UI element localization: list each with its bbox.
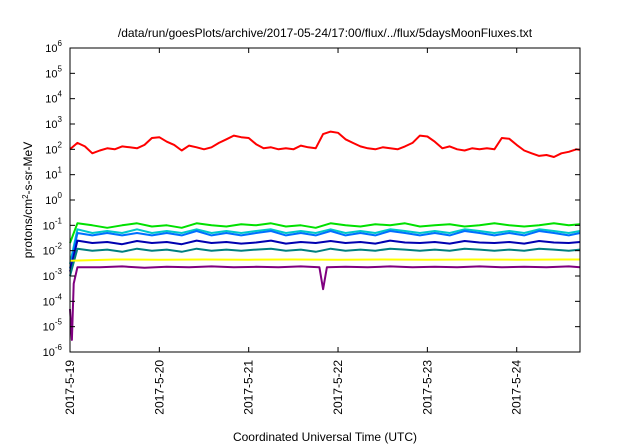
x-tick-label: 2017-5-19 <box>63 360 77 415</box>
y-tick-label: 101 <box>45 166 62 182</box>
y-tick-label: 10-4 <box>43 292 63 308</box>
y-tick-label: 103 <box>45 115 62 131</box>
y-axis-label-prefix: protons/cm <box>21 199 35 258</box>
y-tick-label: 10-1 <box>43 216 63 232</box>
x-tick-label: 2017-5-20 <box>152 360 166 415</box>
y-axis-label-sup: 2 <box>21 194 30 199</box>
series-layer <box>69 130 581 341</box>
chart-title: /data/run/goesPlots/archive/2017-05-24/1… <box>118 26 533 40</box>
x-axis: 2017-5-19 2017-5-20 2017-5-21 2017-5-22 2017… <box>63 48 524 415</box>
series-line-5 <box>69 239 581 272</box>
y-tick-label: 10-3 <box>43 267 63 283</box>
series-line-4 <box>69 230 581 269</box>
series-line-7 <box>69 258 580 262</box>
y-tick-label: 10-2 <box>43 242 63 258</box>
y-tick-label: 10-6 <box>43 343 63 359</box>
y-tick-label: 106 <box>45 39 62 55</box>
x-tick-label: 2017-5-23 <box>420 360 434 415</box>
x-tick-label: 2017-5-21 <box>242 360 256 415</box>
y-tick-label: 102 <box>45 140 62 156</box>
series-line-8 <box>69 265 581 341</box>
y-axis-label-suffix: -s-sr-MeV <box>21 142 35 195</box>
series-line-3 <box>69 228 581 265</box>
series-line-2 <box>69 222 581 244</box>
y-axis: 10-6 10-5 10-4 10-3 10-2 10-1 100 101 102 103 104 1… <box>43 39 580 359</box>
x-tick-label: 2017-5-22 <box>331 360 345 415</box>
y-axis-label: protons/cm2-s-sr-MeV <box>21 142 36 258</box>
y-tick-label: 100 <box>45 191 62 207</box>
x-axis-label: Coordinated Universal Time (UTC) <box>233 430 417 444</box>
y-tick-label: 105 <box>45 64 62 80</box>
x-tick-label: 2017-5-24 <box>510 360 524 415</box>
series-line-6 <box>69 247 581 277</box>
y-tick-label: 104 <box>45 90 62 106</box>
plot-frame <box>69 47 581 353</box>
y-tick-label: 10-5 <box>43 318 63 334</box>
series-line-1 <box>69 130 581 158</box>
